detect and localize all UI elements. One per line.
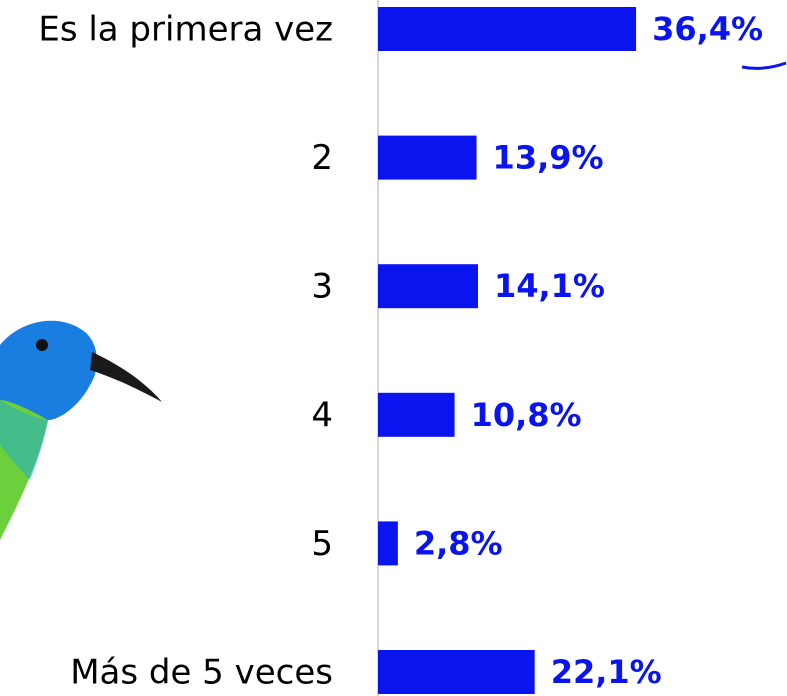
category-label: 2: [311, 138, 333, 178]
category-label: Más de 5 veces: [70, 653, 333, 693]
bar: [378, 392, 455, 437]
value-label: 36,4%: [652, 10, 763, 48]
bar: [378, 135, 477, 180]
bar: [378, 650, 535, 694]
category-label: 3: [311, 267, 333, 307]
category-label: 4: [311, 395, 333, 435]
bar: [378, 521, 398, 566]
decoration-stroke: [741, 61, 787, 70]
bar: [378, 264, 478, 309]
category-label: 5: [311, 524, 333, 564]
value-label: 14,1%: [494, 267, 605, 305]
value-label: 10,8%: [471, 396, 582, 434]
category-label: Es la primera vez: [38, 10, 333, 50]
value-label: 13,9%: [493, 139, 604, 177]
bar: [378, 7, 637, 51]
bird-illustration: [0, 320, 162, 540]
value-label: 22,1%: [551, 653, 662, 691]
value-label: 2,8%: [414, 524, 503, 562]
